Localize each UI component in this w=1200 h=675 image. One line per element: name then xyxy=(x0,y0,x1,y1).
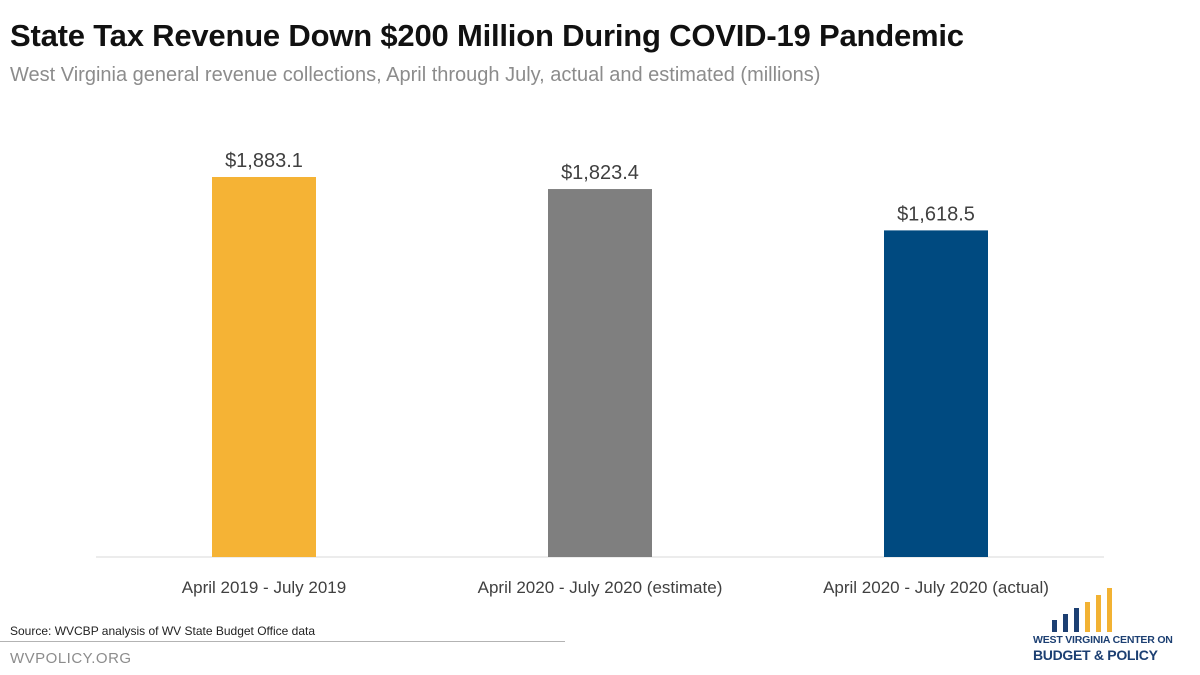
category-label-1: April 2019 - July 2019 xyxy=(182,578,346,597)
category-label-3: April 2020 - July 2020 (actual) xyxy=(823,578,1049,597)
bar-chart: $1,883.1 April 2019 - July 2019 $1,823.4 Ap… xyxy=(96,150,1104,597)
category-label-2: April 2020 - July 2020 (estimate) xyxy=(478,578,723,597)
bar-1 xyxy=(212,177,316,557)
website-label: WVPOLICY.ORG xyxy=(10,650,132,667)
bar-3 xyxy=(884,230,988,557)
logo-bar-3 xyxy=(1074,608,1079,632)
logo-text-line2: BUDGET & POLICY xyxy=(1033,647,1158,663)
source-note: Source: WVCBP analysis of WV State Budge… xyxy=(10,624,316,638)
source-divider xyxy=(0,641,565,642)
logo-bars-icon xyxy=(1052,588,1112,632)
data-label-3: $1,618.5 xyxy=(897,203,975,225)
logo-text-line1: WEST VIRGINIA CENTER ON xyxy=(1033,634,1173,646)
logo-bar-1 xyxy=(1052,620,1057,632)
logo-bar-2 xyxy=(1063,614,1068,632)
data-label-1: $1,883.1 xyxy=(225,150,303,172)
logo-bar-4 xyxy=(1085,602,1090,632)
chart-subtitle: West Virginia general revenue collection… xyxy=(10,64,821,86)
chart-title: State Tax Revenue Down $200 Million Duri… xyxy=(10,18,964,53)
logo-bar-5 xyxy=(1096,595,1101,632)
logo-bar-6 xyxy=(1107,588,1112,632)
wvcbp-logo: WEST VIRGINIA CENTER ON BUDGET & POLICY xyxy=(1030,586,1190,666)
data-label-2: $1,823.4 xyxy=(561,162,639,184)
bar-2 xyxy=(548,189,652,557)
